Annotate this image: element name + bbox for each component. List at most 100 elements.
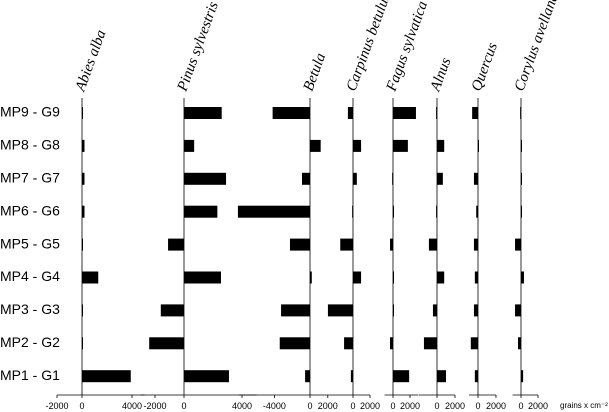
bar [521, 370, 524, 383]
bar [340, 238, 353, 251]
bar [473, 238, 478, 251]
bar [390, 238, 393, 251]
bar [168, 238, 184, 251]
bar [160, 304, 184, 317]
x-tick-label: 4000 [232, 401, 252, 411]
row-label: MP4 - G4 [0, 268, 60, 284]
bar [432, 304, 437, 317]
bar [82, 107, 83, 119]
x-tick-label: 0 [79, 401, 84, 411]
bar [289, 238, 310, 251]
bar [515, 304, 521, 317]
bar [437, 370, 446, 383]
x-tick-label: -2000 [45, 401, 68, 411]
bar [184, 205, 218, 218]
bar [82, 337, 83, 350]
x-tick-label: -4000 [263, 401, 286, 411]
bar [353, 139, 362, 152]
bar [393, 304, 394, 317]
x-tick-label: 0 [390, 401, 395, 411]
bar [473, 304, 478, 317]
x-tick-label: 0 [181, 401, 186, 411]
x-tick-label: 0 [434, 401, 439, 411]
bar [352, 205, 354, 218]
bar [393, 205, 394, 218]
bar [478, 139, 479, 152]
bar [392, 172, 394, 185]
bar [184, 370, 229, 383]
bar [82, 205, 85, 218]
bar [390, 337, 393, 350]
bar [347, 107, 353, 119]
panel-title: Abies alba [72, 28, 109, 94]
bar [521, 139, 522, 152]
bar [393, 271, 394, 284]
row-label: MP6 - G6 [0, 202, 60, 218]
bar [518, 337, 521, 350]
x-tick-label: -2000 [143, 401, 166, 411]
bar [272, 107, 310, 119]
x-tick-label: 2000 [318, 401, 338, 411]
bar [82, 172, 85, 185]
bar [184, 271, 221, 284]
bar [184, 139, 195, 152]
bar [344, 337, 353, 350]
bar [279, 337, 310, 350]
bar [474, 271, 478, 284]
bar [473, 172, 478, 185]
x-tick-label: 0 [518, 401, 523, 411]
x-tick-label: 0 [307, 401, 312, 411]
bar [476, 205, 478, 218]
x-tick-label: 0 [350, 401, 355, 411]
panel-title: Betula [301, 51, 329, 93]
bar [436, 107, 438, 119]
bar [393, 139, 408, 152]
bar [82, 304, 83, 317]
row-label: MP5 - G5 [0, 235, 60, 251]
bar [521, 205, 522, 218]
bar [437, 172, 443, 185]
bar [393, 370, 410, 383]
x-tick-label: 2000 [400, 401, 420, 411]
x-tick-label: 2000 [445, 401, 465, 411]
panel-title: Quercus [469, 41, 501, 94]
bar [353, 172, 357, 185]
bar [301, 172, 310, 185]
bar [281, 304, 310, 317]
bar [237, 205, 310, 218]
bar [515, 238, 521, 251]
bar [184, 107, 222, 119]
panel-title: Pinus sylvestris [174, 0, 221, 94]
bar [474, 370, 478, 383]
bar [305, 370, 310, 383]
bar [437, 271, 445, 284]
bar [521, 271, 524, 284]
x-tick-label: 4000 [122, 401, 142, 411]
bar [393, 107, 416, 119]
bar [470, 337, 478, 350]
bar [82, 238, 83, 251]
bar [149, 337, 184, 350]
x-axis-label: grains x cm⁻² [560, 401, 608, 410]
panel-title: Fagus sylvatica [383, 0, 431, 94]
bar [472, 107, 478, 119]
x-tick-label: 0 [475, 401, 480, 411]
x-tick-label: 2000 [360, 401, 380, 411]
row-label: MP3 - G3 [0, 301, 60, 317]
bar [327, 304, 353, 317]
x-tick-label: 2000 [486, 401, 506, 411]
bar [353, 271, 362, 284]
bar [184, 172, 227, 185]
bar [310, 139, 321, 152]
bar [423, 337, 437, 350]
bar [310, 271, 312, 284]
bar [521, 172, 522, 185]
panel-title: Corylus avellana [512, 0, 562, 93]
bar [428, 238, 437, 251]
bar [350, 370, 353, 383]
bar [82, 139, 85, 152]
bar [82, 370, 131, 383]
panel-title: Alnus [427, 56, 454, 95]
bar [82, 271, 99, 284]
